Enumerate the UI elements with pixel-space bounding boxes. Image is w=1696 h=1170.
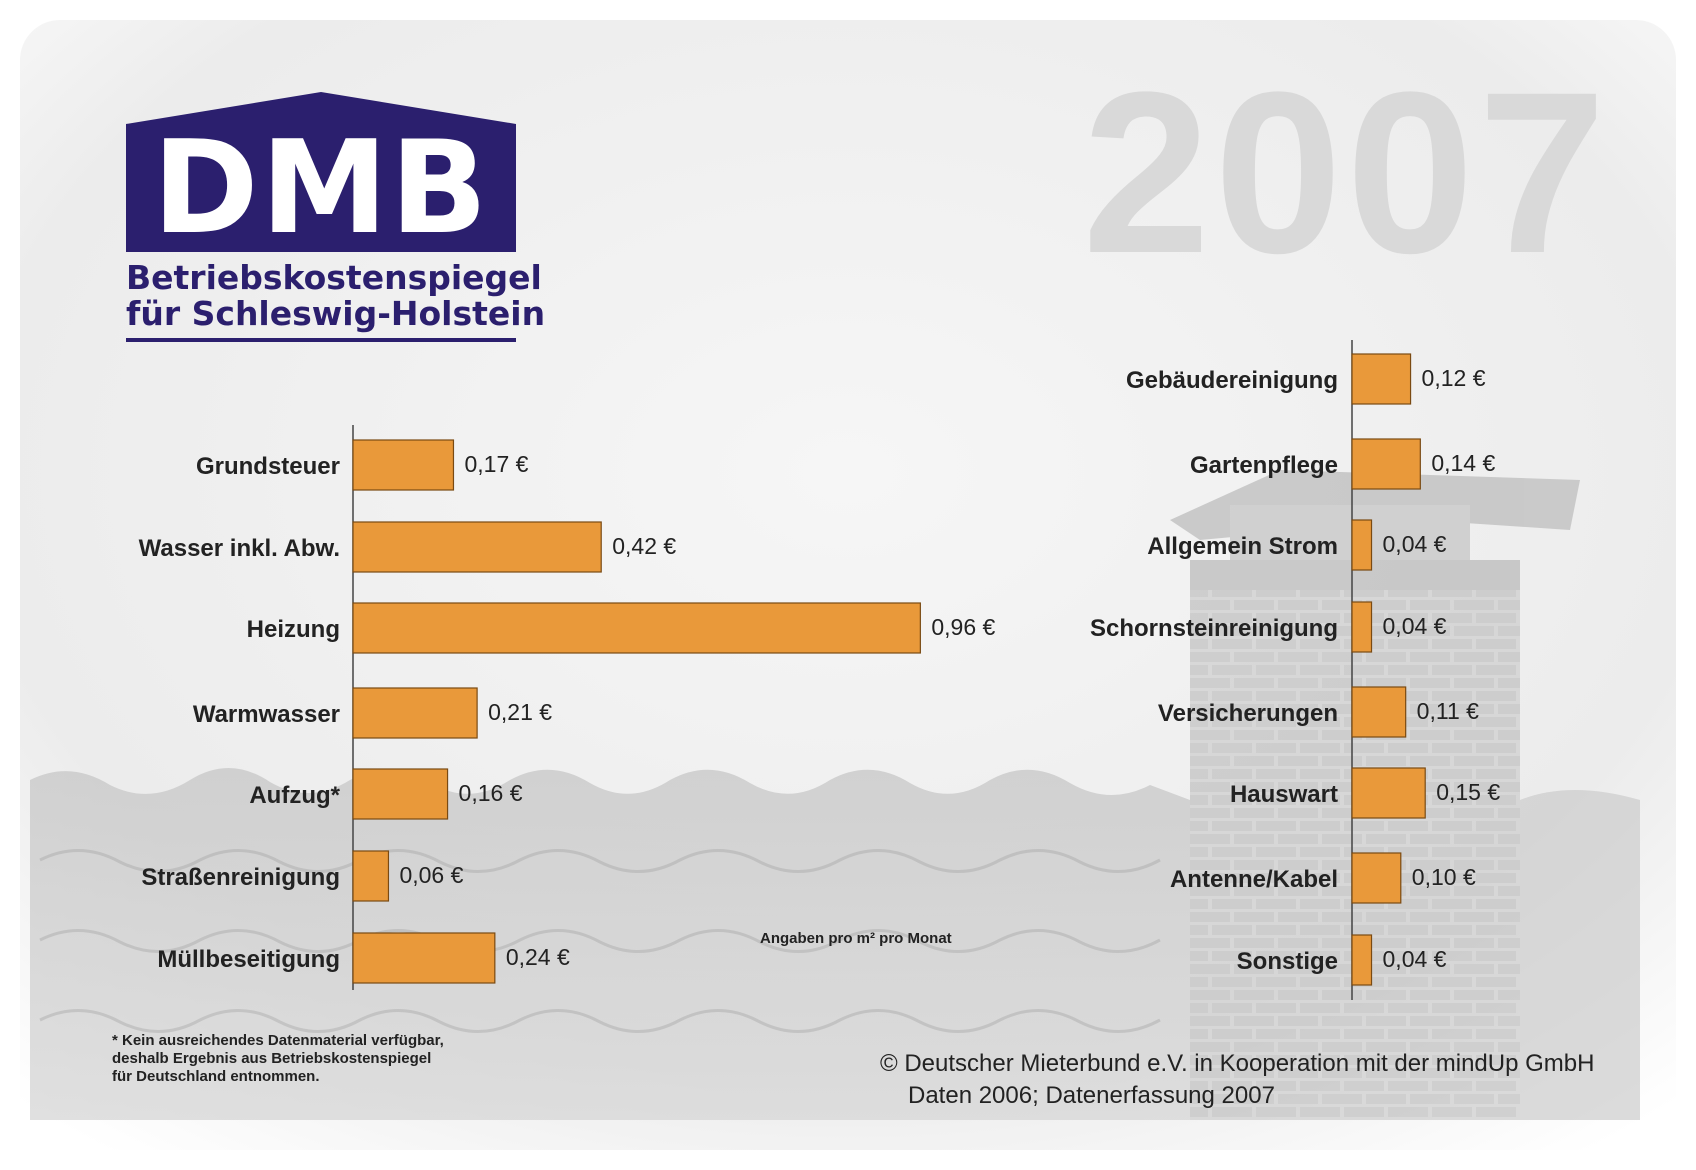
value-label-wasser-inkl-abw: 0,42 € (612, 533, 676, 559)
bar-aufzug (352, 768, 449, 820)
value-label-hauswart: 0,15 € (1436, 779, 1500, 805)
dmb-logo-text: DMB (152, 114, 489, 252)
copyright: © Deutscher Mieterbund e.V. in Kooperati… (880, 1048, 1594, 1112)
value-label-schornsteinreinigung: 0,04 € (1383, 613, 1447, 639)
dmb-logo: DMB Betriebskostenspiegel für Schleswig-… (126, 92, 545, 342)
bar-sonstige (1351, 934, 1373, 986)
value-label-heizung: 0,96 € (931, 614, 995, 640)
chart-left: Grundsteuer 0,17 € Wasser inkl. Abw. 0,42 €… (139, 425, 996, 990)
category-label-müllbeseitigung: Müllbeseitigung (157, 946, 340, 973)
bar-müllbeseitigung (352, 932, 496, 984)
dmb-logo-house: DMB (126, 92, 516, 252)
category-label-gartenpflege: Gartenpflege (1190, 452, 1338, 479)
value-label-grundsteuer: 0,17 € (464, 451, 528, 477)
bar-heizung (352, 602, 921, 654)
category-label-warmwasser: Warmwasser (193, 701, 340, 728)
bar-schornsteinreinigung (1351, 601, 1373, 653)
bar-versicherungen (1351, 686, 1407, 738)
logo-underline (126, 338, 516, 342)
bar-gebäudereinigung (1351, 353, 1412, 405)
footnote: * Kein ausreichendes Datenmaterial verfü… (112, 1032, 444, 1085)
category-label-antenne-kabel: Antenne/Kabel (1170, 866, 1338, 893)
bar-grundsteuer (352, 439, 455, 491)
value-label-gartenpflege: 0,14 € (1431, 450, 1495, 476)
category-label-grundsteuer: Grundsteuer (196, 453, 340, 480)
category-label-sonstige: Sonstige (1237, 948, 1338, 975)
roof-tiles (30, 767, 1190, 1120)
value-label-gebäudereinigung: 0,12 € (1422, 365, 1486, 391)
value-label-allgemein-strom: 0,04 € (1383, 531, 1447, 557)
value-label-sonstige: 0,04 € (1383, 946, 1447, 972)
bar-gartenpflege (1351, 438, 1421, 490)
bar-wasser-inkl-abw (352, 521, 602, 573)
value-label-aufzug: 0,16 € (459, 780, 523, 806)
value-label-müllbeseitigung: 0,24 € (506, 944, 570, 970)
bar-antenne-kabel (1351, 852, 1402, 904)
bar-straßenreinigung (352, 850, 390, 902)
unit-note: Angaben pro m² pro Monat (760, 930, 952, 947)
value-label-versicherungen: 0,11 € (1417, 698, 1479, 724)
category-label-aufzug: Aufzug* (249, 782, 340, 809)
category-label-allgemein-strom: Allgemein Strom (1147, 533, 1338, 560)
value-label-warmwasser: 0,21 € (488, 699, 552, 725)
category-label-versicherungen: Versicherungen (1158, 700, 1338, 727)
category-label-straßenreinigung: Straßenreinigung (141, 864, 340, 891)
category-label-wasser-inkl-abw: Wasser inkl. Abw. (139, 535, 340, 562)
category-label-heizung: Heizung (247, 616, 340, 643)
logo-subtitle: Betriebskostenspiegel für Schleswig-Hols… (126, 258, 546, 333)
bar-hauswart (1351, 767, 1426, 819)
year-watermark: 2007 (1082, 44, 1610, 301)
copyright-line2: Daten 2006; Datenerfassung 2007 (908, 1082, 1275, 1109)
category-label-gebäudereinigung: Gebäudereinigung (1126, 367, 1338, 394)
bar-warmwasser (352, 687, 478, 739)
value-label-straßenreinigung: 0,06 € (399, 862, 463, 888)
chart-right: Gebäudereinigung 0,12 € Gartenpflege 0,14 €… (1090, 340, 1500, 1000)
logo-subtitle-line1: Betriebskostenspiegel (126, 258, 542, 297)
value-label-antenne-kabel: 0,10 € (1412, 864, 1476, 890)
category-label-hauswart: Hauswart (1230, 781, 1338, 808)
copyright-line1: © Deutscher Mieterbund e.V. in Kooperati… (880, 1050, 1595, 1077)
category-label-schornsteinreinigung: Schornsteinreinigung (1090, 615, 1338, 642)
logo-subtitle-line2: für Schleswig-Holstein (126, 294, 546, 333)
chimney-shape (1170, 470, 1580, 1120)
bar-allgemein-strom (1351, 519, 1373, 571)
